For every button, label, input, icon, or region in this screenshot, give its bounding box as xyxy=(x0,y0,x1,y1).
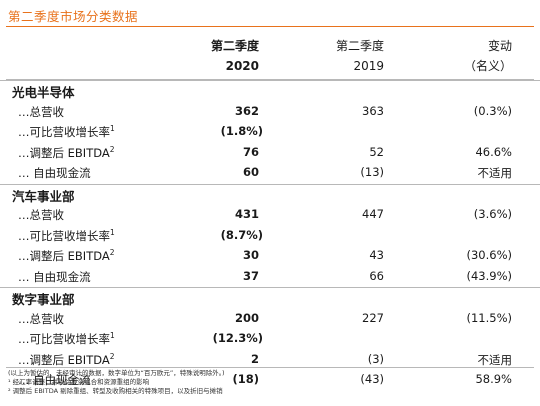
value-2019: 447 xyxy=(362,207,384,221)
value-2020: (18) xyxy=(232,372,259,386)
value-2019: 43 xyxy=(369,248,384,262)
value-2020: 431 xyxy=(234,207,259,221)
table-bottom-divider xyxy=(6,367,534,368)
table-row: …调整后 EBITDA2 76 52 46.6% xyxy=(0,143,540,164)
row-label: …总营收 xyxy=(18,207,64,223)
table-row: … 自由现金流 37 66 (43.9%) xyxy=(0,267,540,288)
row-label-text: …总营收 xyxy=(18,104,64,119)
row-label: …调整后 EBITDA2 xyxy=(18,352,115,368)
table-row: … 自由现金流 (18) (43) 58.9% xyxy=(0,370,540,391)
table-row: …总营收 362 363 (0.3%) xyxy=(0,102,540,123)
value-2020: 200 xyxy=(234,310,259,325)
table-row: …调整后 EBITDA2 2 (3) 不适用 xyxy=(0,350,540,371)
value-2020: 60 xyxy=(242,165,259,179)
footnote-marker: 1 xyxy=(110,124,115,133)
value-change: (43.9%) xyxy=(466,268,512,283)
row-label-text: …可比营收增长率 xyxy=(18,228,110,243)
value-2019: 66 xyxy=(369,268,384,283)
value-2019: (13) xyxy=(360,165,384,179)
table-row: …可比营收增长率1 (1.8%) xyxy=(0,122,540,143)
value-2020: 76 xyxy=(242,144,259,159)
footnote-marker: 1 xyxy=(110,331,115,340)
footnote-marker: 2 xyxy=(109,144,115,154)
row-label-text: …总营收 xyxy=(18,311,64,326)
row-label-text: …调整后 EBITDA xyxy=(18,352,110,367)
value-change: 46.6% xyxy=(475,144,512,159)
header-change-line1: 变动 xyxy=(487,39,512,53)
row-label: …可比营收增长率1 xyxy=(18,331,115,347)
value-2020: (12.3%) xyxy=(212,331,263,345)
page-title: 第二季度市场分类数据 xyxy=(8,9,139,24)
row-label-text: …总营收 xyxy=(18,208,64,222)
value-2020: (1.8%) xyxy=(220,124,263,138)
value-2019: 227 xyxy=(362,310,384,325)
table-row: …总营收 200 227 (11.5%) xyxy=(0,309,540,330)
table-row: …总营收 431 447 (3.6%) xyxy=(0,205,540,226)
footnote-marker: 2 xyxy=(109,248,115,257)
header-2019-line1: 第二季度 xyxy=(335,39,384,53)
row-label-text: …可比营收增长率 xyxy=(18,125,110,139)
value-change: 不适用 xyxy=(477,352,513,367)
value-2019: (3) xyxy=(367,351,384,366)
value-change: (11.5%) xyxy=(466,310,512,325)
header-change-line2: （名义） xyxy=(463,59,512,73)
value-change: (0.3%) xyxy=(473,103,512,118)
value-change: 58.9% xyxy=(475,372,512,386)
section-title: 光电半导体 xyxy=(12,85,75,100)
row-label: …调整后 EBITDA2 xyxy=(18,248,115,264)
value-2020: 37 xyxy=(242,268,259,283)
row-label: … 自由现金流 xyxy=(18,269,91,285)
value-change: 不适用 xyxy=(477,166,513,180)
value-2020: 362 xyxy=(234,103,259,118)
section-header: 数字事业部 xyxy=(0,287,540,309)
data-table: 光电半导体 …总营收 362 363 (0.3%) …可比营收增长率1 (1.8%) …调整后… xyxy=(0,80,540,391)
row-label: …可比营收增长率1 xyxy=(18,228,115,244)
footnote: (以上为暂估的、未经审计的数据，数字单位为“百万欧元”，特殊说明除外。) xyxy=(8,369,225,377)
table-row: …调整后 EBITDA2 30 43 (30.6%) xyxy=(0,246,540,267)
table-row: … 自由现金流 60 (13) 不适用 xyxy=(0,163,540,184)
row-label: …总营收 xyxy=(18,311,64,327)
footnote-marker: 2 xyxy=(109,351,115,361)
row-label-text: …调整后 EBITDA xyxy=(18,145,110,160)
value-2020: (8.7%) xyxy=(220,227,263,242)
row-label-text: …可比营收增长率 xyxy=(18,332,110,346)
value-2020: 30 xyxy=(242,248,259,262)
row-label-text: … 自由现金流 xyxy=(18,269,91,284)
value-change: (3.6%) xyxy=(473,207,512,221)
header-2019-line2: 2019 xyxy=(353,59,384,73)
value-2019: 52 xyxy=(369,144,384,159)
row-label: … 自由现金流 xyxy=(18,165,91,181)
row-label-text: … 自由现金流 xyxy=(18,373,91,387)
section-title: 汽车事业部 xyxy=(12,188,75,204)
row-label: …可比营收增长率1 xyxy=(18,124,115,140)
header-2020-line1: 第二季度 xyxy=(210,39,259,53)
value-change: (30.6%) xyxy=(466,248,512,262)
footnotes: (以上为暂估的、未经审计的数据，数字单位为“百万欧元”，特殊说明除外。) ¹ 经汇… xyxy=(8,369,225,396)
section-title: 数字事业部 xyxy=(12,292,75,307)
row-label-text: … 自由现金流 xyxy=(18,166,91,180)
section-header: 光电半导体 xyxy=(0,80,540,102)
section-header: 汽车事业部 xyxy=(0,183,540,206)
row-label: … 自由现金流 xyxy=(18,372,91,388)
table-row: …可比营收增长率1 (8.7%) xyxy=(0,226,540,247)
value-2020: 2 xyxy=(250,351,259,366)
footnote: ² 调整后 EBITDA 剔除重组、转型及收购相关的特殊项目，以及折旧与摊销 xyxy=(8,387,223,395)
row-label: …总营收 xyxy=(18,104,64,120)
row-label: …调整后 EBITDA2 xyxy=(18,145,115,161)
header-2020-line2: 2020 xyxy=(225,59,259,73)
row-label-text: …调整后 EBITDA xyxy=(18,249,110,263)
value-2019: (43) xyxy=(360,372,384,386)
title-divider xyxy=(6,26,534,27)
footnote-marker: 1 xyxy=(110,227,115,237)
value-2019: 363 xyxy=(362,103,384,118)
header-divider xyxy=(6,79,534,80)
table-row: …可比营收增长率1 (12.3%) xyxy=(0,329,540,350)
footnote: ¹ 经汇率调整，并剔除投资组合和资源重组的影响 xyxy=(8,378,150,386)
